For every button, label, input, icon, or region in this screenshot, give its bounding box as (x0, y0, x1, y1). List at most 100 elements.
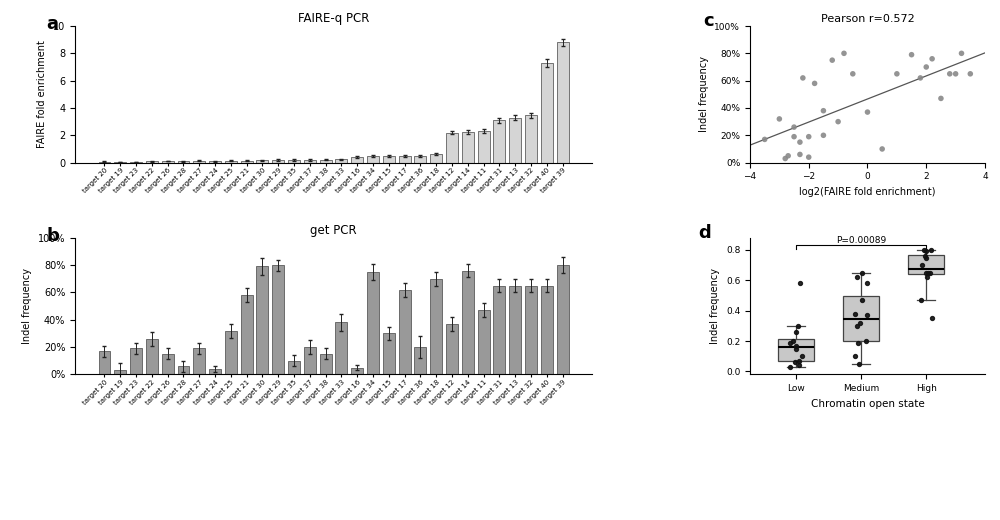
Bar (509, 118, 521, 163)
Bar (99, 162, 110, 163)
Bar (525, 115, 537, 163)
Point (824, 56, 840, 64)
Text: a: a (47, 15, 59, 33)
Point (845, 70, 861, 78)
Point (780, 152, 796, 160)
Bar (414, 156, 426, 163)
Bar (178, 161, 189, 163)
Bar (430, 154, 442, 163)
Bar (256, 161, 268, 163)
Bar (130, 348, 142, 374)
Y-axis label: Indel frequency: Indel frequency (710, 268, 720, 344)
Point (795, 74, 811, 82)
PathPatch shape (908, 255, 944, 274)
Bar (462, 270, 474, 374)
Point (854, 296, 870, 304)
Point (836, 49, 852, 58)
PathPatch shape (843, 296, 879, 342)
Point (790, 322, 806, 330)
Bar (288, 361, 300, 374)
Point (912, 74, 928, 82)
Point (854, 268, 870, 277)
Point (847, 352, 863, 360)
Point (792, 279, 808, 288)
Text: b: b (47, 227, 59, 245)
Point (904, 50, 920, 59)
Bar (114, 370, 126, 374)
Bar (541, 63, 553, 163)
Point (847, 309, 863, 318)
Bar (130, 162, 142, 163)
Point (787, 358, 803, 367)
Bar (541, 285, 553, 374)
Point (859, 311, 875, 319)
Point (916, 246, 932, 254)
Bar (225, 331, 237, 374)
Title: Pearson r=0.572: Pearson r=0.572 (821, 14, 914, 24)
Point (801, 153, 817, 161)
Point (942, 70, 958, 78)
Bar (383, 333, 395, 374)
Bar (146, 161, 158, 163)
Bar (430, 279, 442, 374)
Point (913, 296, 929, 304)
Point (771, 115, 787, 123)
Point (948, 70, 964, 78)
Title: FAIRE-q PCR: FAIRE-q PCR (298, 12, 369, 25)
Text: P=0.00089: P=0.00089 (836, 236, 886, 244)
Bar (193, 348, 205, 374)
Bar (399, 290, 411, 374)
Point (786, 133, 802, 141)
Point (791, 361, 807, 369)
Point (859, 279, 875, 288)
Bar (209, 369, 221, 374)
Point (851, 360, 867, 368)
Point (777, 154, 793, 163)
Point (801, 133, 817, 141)
Point (920, 268, 936, 277)
Point (791, 357, 807, 365)
Point (849, 273, 865, 281)
Y-axis label: FAIRE fold enrichment: FAIRE fold enrichment (37, 41, 47, 148)
Point (852, 319, 868, 327)
Bar (304, 160, 316, 163)
Bar (320, 160, 332, 163)
Bar (525, 285, 537, 374)
Point (788, 342, 804, 350)
Point (918, 63, 934, 71)
Bar (99, 351, 110, 374)
Bar (478, 310, 490, 374)
Bar (288, 160, 300, 163)
Point (786, 123, 802, 131)
Point (785, 337, 801, 345)
Point (917, 252, 933, 260)
Point (918, 253, 934, 262)
Bar (446, 324, 458, 374)
Point (918, 268, 934, 277)
Bar (509, 285, 521, 374)
Point (788, 344, 804, 353)
Bar (557, 265, 569, 374)
Point (807, 79, 823, 87)
Bar (367, 272, 379, 374)
Bar (193, 161, 205, 163)
Point (794, 352, 810, 360)
Point (849, 322, 865, 330)
Bar (241, 161, 253, 163)
Bar (462, 132, 474, 163)
Point (924, 314, 940, 322)
Text: c: c (703, 12, 714, 30)
Bar (178, 366, 189, 374)
X-axis label: log2(FAIRE fold enrichment): log2(FAIRE fold enrichment) (799, 187, 936, 197)
Point (933, 94, 949, 102)
Point (919, 273, 935, 281)
Bar (241, 295, 253, 374)
Point (858, 337, 874, 345)
Point (850, 339, 866, 347)
Bar (446, 133, 458, 163)
Bar (272, 160, 284, 163)
Point (889, 70, 905, 78)
Bar (304, 347, 316, 374)
Point (914, 261, 930, 269)
Bar (335, 159, 347, 163)
